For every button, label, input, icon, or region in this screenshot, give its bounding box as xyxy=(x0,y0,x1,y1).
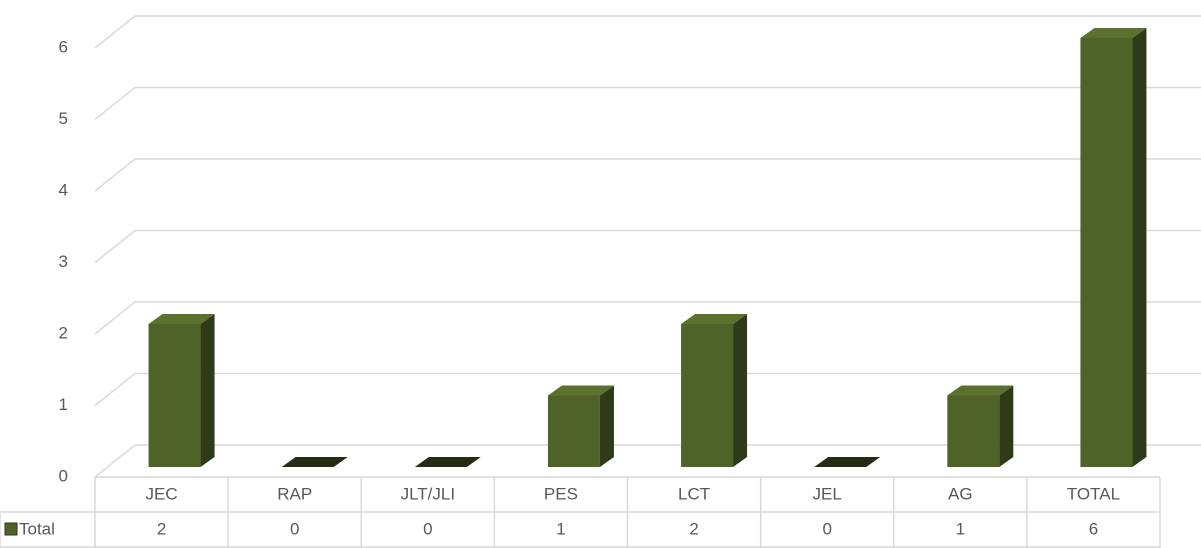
bar-front xyxy=(681,324,734,467)
bar-top xyxy=(814,457,881,467)
x-tick-label: LCT xyxy=(678,484,710,503)
bar-side xyxy=(599,385,614,467)
bar-top xyxy=(547,385,614,396)
y-tick-label: 4 xyxy=(59,180,68,199)
bar-top xyxy=(281,457,348,467)
bar xyxy=(414,457,481,467)
bar-side xyxy=(1132,28,1147,467)
bar xyxy=(1080,28,1147,467)
x-tick-label: RAP xyxy=(277,484,312,503)
bar-front xyxy=(547,395,600,467)
table-value: 0 xyxy=(822,519,831,538)
x-tick-label: AG xyxy=(948,484,973,503)
bar-top xyxy=(947,385,1014,396)
table-value: 6 xyxy=(1089,519,1098,538)
table-value: 1 xyxy=(556,519,565,538)
bar xyxy=(281,457,348,467)
bar xyxy=(681,314,748,467)
y-tick-label: 1 xyxy=(59,395,68,414)
table-value: 1 xyxy=(956,519,965,538)
bar-top xyxy=(414,457,481,467)
grid-line xyxy=(94,229,1201,264)
table-value: 2 xyxy=(157,519,166,538)
table-value: 2 xyxy=(689,519,698,538)
y-tick-label: 6 xyxy=(59,37,68,56)
y-tick-label: 3 xyxy=(59,252,68,271)
table-value: 0 xyxy=(423,519,432,538)
legend-label: Total xyxy=(19,519,55,538)
bar-top xyxy=(681,314,748,324)
x-tick-label: JEC xyxy=(146,484,178,503)
grid-line xyxy=(94,158,1201,192)
y-tick-label: 2 xyxy=(59,323,68,342)
x-tick-label: PES xyxy=(544,484,578,503)
x-tick-label: JLT/JLI xyxy=(401,484,455,503)
grid-line xyxy=(94,86,1201,121)
bar xyxy=(148,314,215,467)
bar-side xyxy=(733,314,748,467)
x-tick-label: JEL xyxy=(813,484,842,503)
table-value: 0 xyxy=(290,519,299,538)
bar-side xyxy=(200,314,215,467)
bar-front xyxy=(947,395,1000,467)
y-tick-label: 5 xyxy=(59,109,68,128)
x-tick-label: TOTAL xyxy=(1067,484,1120,503)
bar xyxy=(814,457,881,467)
grid-line xyxy=(94,301,1201,335)
bar-front xyxy=(1080,38,1133,467)
grid-line xyxy=(94,444,1201,478)
grid-line xyxy=(94,372,1201,407)
bar-top xyxy=(1080,28,1147,38)
legend-key xyxy=(4,522,18,536)
bar-top xyxy=(148,314,215,324)
y-tick-label: 0 xyxy=(59,466,68,485)
grid-line xyxy=(94,15,1201,49)
bar xyxy=(947,385,1014,467)
bar-front xyxy=(148,324,201,467)
bar xyxy=(547,385,614,467)
bar-side xyxy=(999,385,1014,467)
